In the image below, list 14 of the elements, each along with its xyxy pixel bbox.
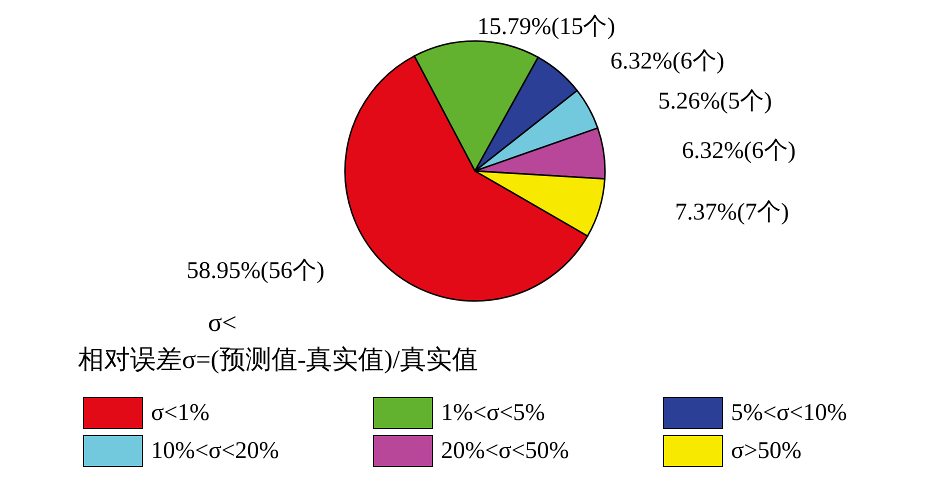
data-label: 7.37%(7个): [674, 199, 789, 226]
data-label: 15.79%(15个): [477, 14, 616, 40]
legend-label: σ>50%: [731, 438, 802, 464]
legend-label: 20%<σ<50%: [441, 438, 569, 464]
data-label: 6.32%(6个): [682, 138, 796, 164]
legend-label: 10%<σ<20%: [151, 438, 279, 464]
data-label: 5.26%(5个): [658, 88, 772, 115]
legend-label: 5%<σ<10%: [731, 400, 847, 426]
data-label: 6.32%(6个): [610, 48, 724, 74]
data-label: 58.95%(56个): [186, 258, 325, 284]
text: σ<: [208, 308, 237, 338]
text: 相对误差σ=(预测值-真实值)/真实值: [78, 344, 478, 376]
legend-label: σ<1%: [151, 400, 210, 426]
legend-label: 1%<σ<5%: [441, 400, 545, 426]
